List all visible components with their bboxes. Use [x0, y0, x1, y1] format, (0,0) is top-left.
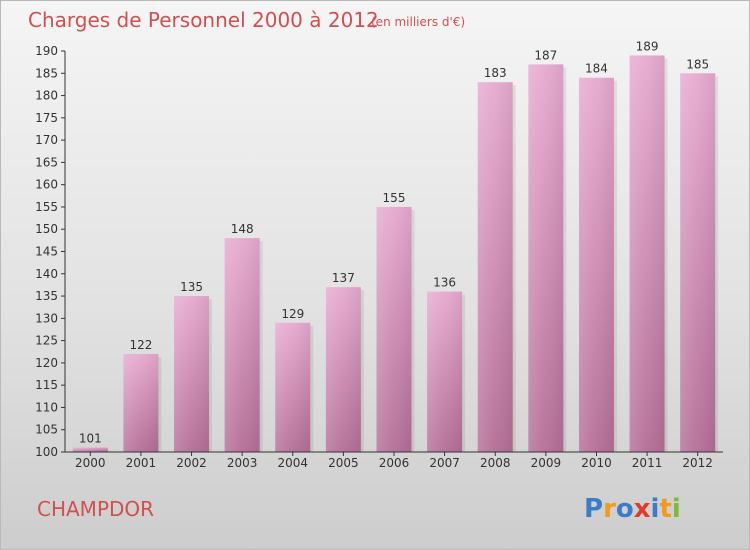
y-tick-label: 125 — [35, 334, 58, 348]
y-tick-label: 190 — [35, 44, 58, 58]
bars-group: 101 122 135 148 129 137 155 136 183 187 184 189 185 — [72, 39, 719, 453]
y-tick-label: 110 — [35, 400, 58, 414]
bar-shine — [578, 77, 614, 452]
x-tick-label-2005: 2005 — [328, 456, 359, 470]
data-label-2003: 148 — [231, 222, 254, 236]
y-tick-label: 120 — [35, 356, 58, 370]
bar-shine — [325, 287, 361, 452]
data-label-2000: 101 — [79, 432, 102, 446]
data-label-2004: 129 — [281, 307, 304, 321]
y-tick-label: 115 — [35, 378, 58, 392]
chart-subtitle: (en milliers d'€) — [371, 15, 465, 29]
x-tick-label-2002: 2002 — [176, 456, 207, 470]
data-label-2006: 155 — [383, 191, 406, 205]
bar-shine — [528, 64, 564, 452]
bar-shine — [680, 73, 716, 453]
y-tick-label: 165 — [35, 155, 58, 169]
data-label-2011: 189 — [636, 39, 659, 53]
bar-shine — [174, 296, 210, 452]
x-tick-label-2003: 2003 — [227, 456, 258, 470]
y-tick-label: 130 — [35, 311, 58, 325]
data-label-2010: 184 — [585, 62, 608, 76]
logo-letter: t — [659, 494, 671, 524]
data-label-2001: 122 — [129, 338, 152, 352]
bar-shine — [477, 82, 513, 452]
bar-shine — [72, 447, 108, 452]
logo-letter: i — [651, 494, 660, 524]
y-tick-label: 150 — [35, 222, 58, 236]
y-tick-label: 175 — [35, 111, 58, 125]
commune-name: CHAMPDOR — [37, 497, 154, 521]
bar-shine — [376, 206, 412, 452]
logo-letter: o — [616, 494, 634, 524]
x-tick-label-2001: 2001 — [126, 456, 157, 470]
bar-shine — [224, 238, 260, 452]
y-tick-label: 105 — [35, 423, 58, 437]
data-label-2005: 137 — [332, 271, 355, 285]
y-tick-label: 170 — [35, 133, 58, 147]
y-tick-label: 145 — [35, 245, 58, 259]
x-tick-label-2000: 2000 — [75, 456, 106, 470]
x-tick-label-2010: 2010 — [581, 456, 612, 470]
y-tick-label: 160 — [35, 178, 58, 192]
proxiti-logo: Proxiti — [584, 494, 681, 524]
bar-shine — [275, 322, 311, 452]
x-tick-label-2008: 2008 — [480, 456, 511, 470]
chart-title: Charges de Personnel 2000 à 2012 — [28, 8, 379, 32]
y-tick-label: 100 — [35, 445, 58, 459]
logo-letter: i — [672, 494, 681, 524]
x-tick-label-2004: 2004 — [277, 456, 308, 470]
y-tick-label: 180 — [35, 89, 58, 103]
logo-letter: r — [603, 494, 616, 524]
data-label-2002: 135 — [180, 280, 203, 294]
x-axis: 2000 2001 2002 2003 2004 2005 2006 2007 2008 2009… — [65, 451, 723, 470]
logo-letter: P — [584, 494, 603, 524]
data-label-2009: 187 — [534, 48, 557, 62]
y-tick-label: 155 — [35, 200, 58, 214]
bar-shine — [427, 291, 463, 452]
y-tick-label: 140 — [35, 267, 58, 281]
data-label-2007: 136 — [433, 276, 456, 290]
y-tick-label: 185 — [35, 66, 58, 80]
y-tick-label: 135 — [35, 289, 58, 303]
x-tick-label-2011: 2011 — [632, 456, 663, 470]
bar-shine — [123, 353, 159, 452]
bar-shine — [629, 55, 665, 452]
y-axis: 100 105 110 115 120 125 130 135 140 145 150 155 160 1… — [35, 44, 66, 459]
svg-text:Proxiti: Proxiti — [584, 494, 681, 524]
x-tick-label-2006: 2006 — [379, 456, 410, 470]
x-tick-label-2009: 2009 — [531, 456, 562, 470]
data-label-2008: 183 — [484, 66, 507, 80]
x-tick-label-2007: 2007 — [429, 456, 460, 470]
data-label-2012: 185 — [686, 57, 709, 71]
logo-letter: x — [634, 494, 651, 524]
x-tick-label-2012: 2012 — [682, 456, 713, 470]
